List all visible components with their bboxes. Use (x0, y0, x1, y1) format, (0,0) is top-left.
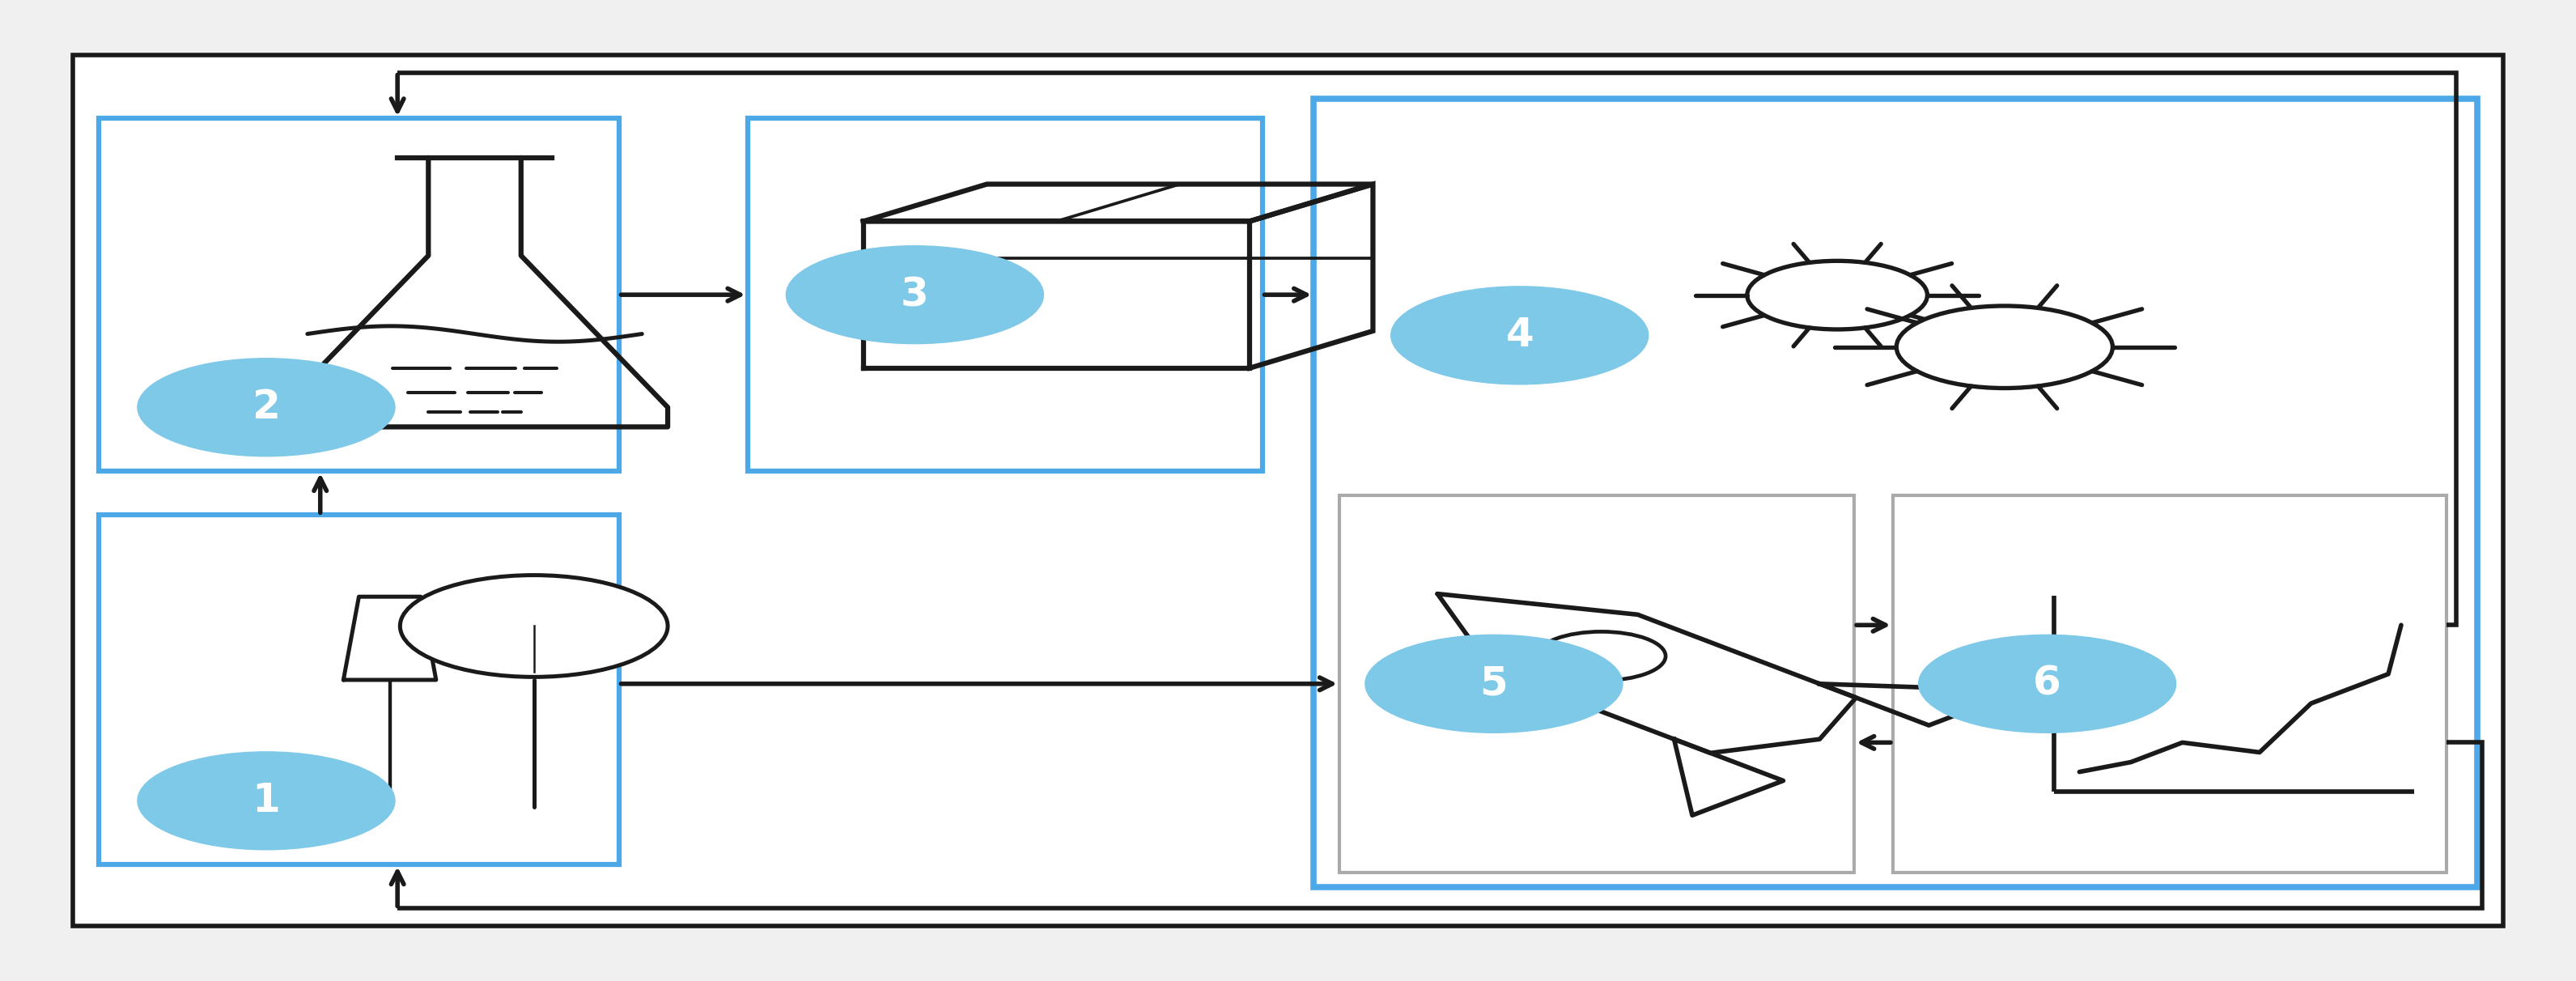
Circle shape (1365, 635, 1623, 733)
Circle shape (786, 246, 1043, 343)
Text: 2: 2 (252, 387, 281, 427)
Circle shape (399, 575, 667, 677)
Text: 1: 1 (252, 781, 281, 820)
Bar (1314, 99, 2478, 887)
Circle shape (137, 358, 394, 456)
Bar (1893, 495, 2447, 872)
Text: 3: 3 (902, 276, 930, 314)
Circle shape (1538, 632, 1667, 681)
Bar (98, 515, 618, 864)
Circle shape (1391, 286, 1649, 385)
Text: 4: 4 (1504, 316, 1533, 355)
Circle shape (137, 751, 394, 850)
Bar (747, 119, 1262, 471)
Bar (1340, 495, 1855, 872)
Bar (72, 55, 2504, 926)
Circle shape (1919, 635, 2177, 733)
Circle shape (1747, 261, 1927, 330)
Text: 5: 5 (1479, 664, 1507, 703)
Text: 6: 6 (2032, 664, 2061, 703)
Circle shape (1896, 306, 2112, 388)
Bar (98, 119, 618, 471)
